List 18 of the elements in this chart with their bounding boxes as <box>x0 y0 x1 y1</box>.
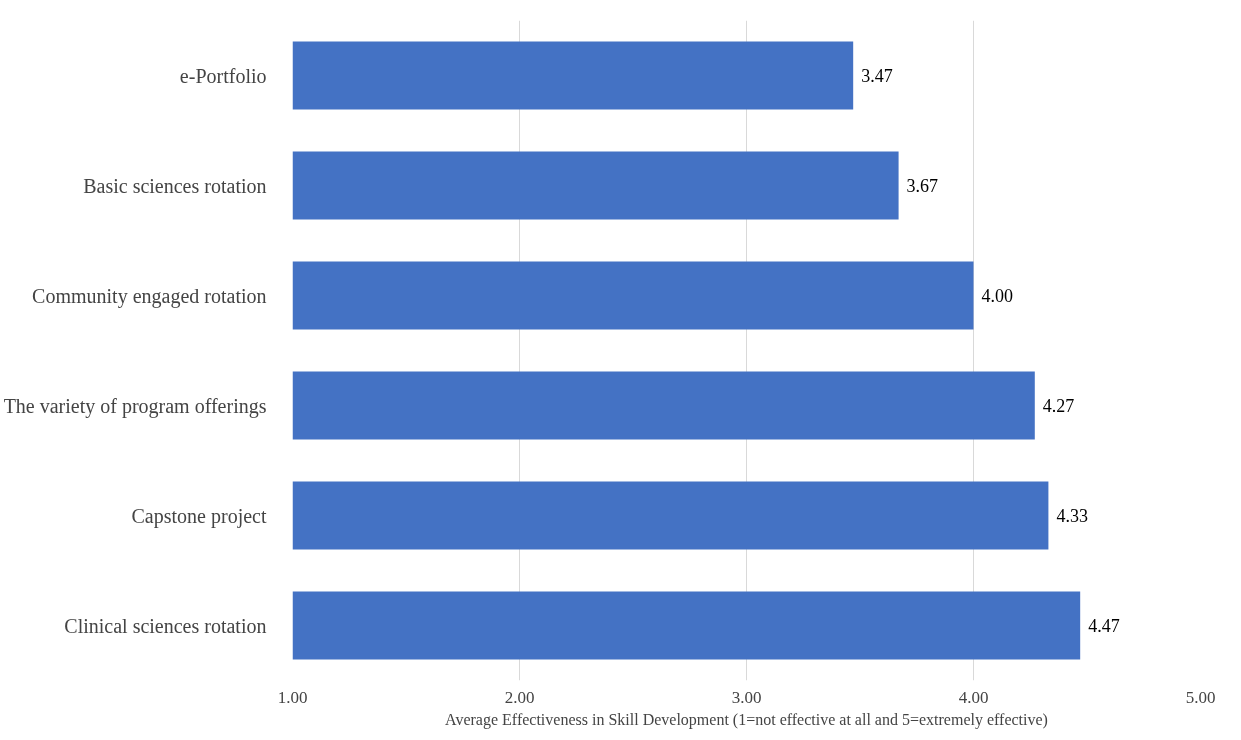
data-label: 3.67 <box>906 176 939 196</box>
x-axis-title: Average Effectiveness in Skill Development (1=not effective at all and 5=extremely effective) <box>445 710 1048 729</box>
data-label: 4.47 <box>1088 616 1120 636</box>
x-tick-label: 4.00 <box>958 687 989 707</box>
y-tick-label: e-Portfolio <box>179 64 267 87</box>
x-tick-label: 5.00 <box>1185 687 1216 707</box>
data-label: 4.00 <box>981 286 1013 306</box>
data-label: 4.33 <box>1056 506 1088 526</box>
y-tick-label: The variety of program offerings <box>3 394 267 418</box>
data-label: 3.47 <box>861 66 893 86</box>
y-tick-label: Clinical sciences rotation <box>64 614 267 637</box>
x-tick-label: 1.00 <box>277 687 308 707</box>
x-tick-label: 2.00 <box>504 687 535 707</box>
y-tick-label: Community engaged rotation <box>32 284 267 308</box>
y-tick-label: Capstone project <box>131 504 267 528</box>
y-tick-label: Basic sciences rotation <box>83 174 267 197</box>
data-label: 4.27 <box>1042 396 1075 416</box>
x-tick-label: 3.00 <box>731 687 762 707</box>
